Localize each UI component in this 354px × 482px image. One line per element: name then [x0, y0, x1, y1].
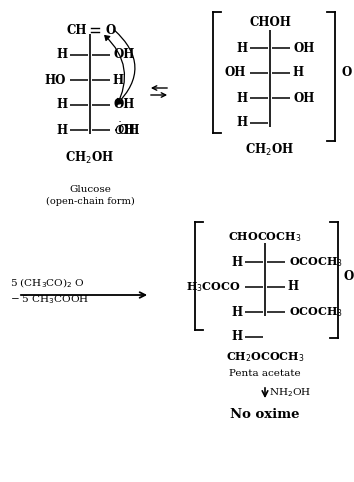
Text: OH: OH — [294, 92, 315, 105]
Text: NH$_2$OH: NH$_2$OH — [269, 387, 311, 400]
Text: H: H — [237, 117, 248, 130]
FancyArrowPatch shape — [105, 36, 125, 107]
Text: OH: OH — [225, 67, 246, 80]
Text: (open-chain form): (open-chain form) — [46, 197, 135, 206]
Text: Penta acetate: Penta acetate — [229, 369, 301, 377]
Text: O: O — [344, 269, 354, 282]
Text: H: H — [232, 331, 243, 344]
Text: H: H — [237, 92, 248, 105]
Text: OH: OH — [114, 98, 135, 111]
Text: OH: OH — [114, 49, 135, 62]
Text: OH: OH — [294, 41, 315, 54]
Text: No oxime: No oxime — [230, 409, 300, 421]
Text: H: H — [232, 306, 243, 319]
Text: H$_3$COCO: H$_3$COCO — [187, 280, 241, 294]
Text: Glucose: Glucose — [69, 185, 111, 194]
Text: H: H — [57, 49, 68, 62]
Text: H: H — [112, 73, 123, 86]
Text: H: H — [237, 41, 248, 54]
Text: HO: HO — [45, 73, 66, 86]
Text: H: H — [232, 255, 243, 268]
Text: OCOCH$_3$: OCOCH$_3$ — [289, 305, 343, 319]
Text: CH$_2$OH: CH$_2$OH — [245, 142, 295, 158]
Text: CH$_2$OH: CH$_2$OH — [65, 150, 114, 166]
Text: CH: CH — [67, 24, 87, 37]
Text: CHOH: CHOH — [249, 15, 291, 28]
Text: O: O — [341, 66, 351, 79]
Text: O: O — [106, 24, 116, 37]
Text: H: H — [292, 67, 303, 80]
FancyArrowPatch shape — [114, 30, 135, 104]
Text: H: H — [287, 281, 298, 294]
Text: 5 (CH$_3$CO)$_2$ O: 5 (CH$_3$CO)$_2$ O — [10, 276, 85, 290]
Text: H: H — [57, 98, 68, 111]
Text: $\.{O}$H: $\.{O}$H — [114, 122, 136, 138]
Text: CHOCOCH$_3$: CHOCOCH$_3$ — [228, 230, 302, 244]
Text: − 5 CH$_3$COOH: − 5 CH$_3$COOH — [10, 294, 89, 307]
Text: ·OH: ·OH — [114, 123, 139, 136]
Text: CH$_2$OCOCH$_3$: CH$_2$OCOCH$_3$ — [225, 350, 304, 364]
Text: H: H — [57, 123, 68, 136]
Text: OCOCH$_3$: OCOCH$_3$ — [289, 255, 343, 269]
